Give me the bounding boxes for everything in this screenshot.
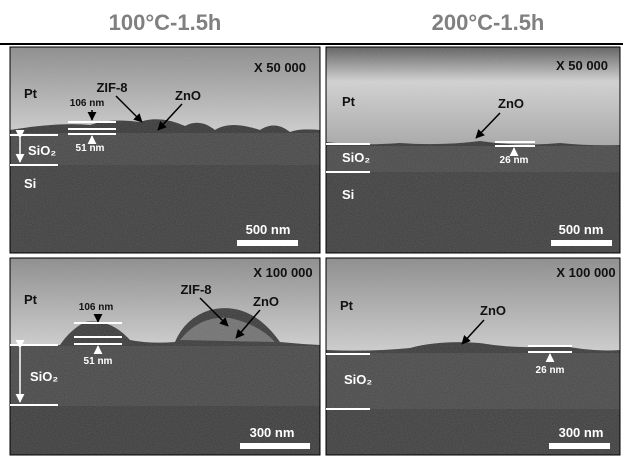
sem-panel: X 50 000 Pt ZIF-8 ZnO 106 nm 51 nm SiO₂ … bbox=[9, 46, 321, 254]
scale-bar-label: 500 nm bbox=[246, 222, 291, 237]
scale-bar-label: 500 nm bbox=[559, 222, 604, 237]
thickness-label: 26 nm bbox=[500, 155, 529, 166]
thickness-label: 26 nm bbox=[536, 365, 565, 376]
label-zif8: ZIF-8 bbox=[96, 80, 127, 95]
label-sio2: SiO₂ bbox=[28, 143, 56, 158]
label-pt: Pt bbox=[342, 94, 356, 109]
label-pt: Pt bbox=[340, 298, 354, 313]
magnification: X 100 000 bbox=[253, 265, 312, 280]
label-zno: ZnO bbox=[253, 294, 279, 309]
thickness-label: 51 nm bbox=[76, 143, 105, 154]
label-zno: ZnO bbox=[480, 303, 506, 318]
label-si: Si bbox=[342, 187, 354, 202]
sem-panel: X 50 000 Pt ZnO 26 nm SiO₂ Si 500 nm bbox=[325, 46, 621, 254]
scale-bar-label: 300 nm bbox=[250, 425, 295, 440]
thickness-label: 106 nm bbox=[70, 98, 105, 109]
sem-panel: X 100 000 Pt ZnO 26 nm SiO₂ 300 nm bbox=[325, 257, 621, 456]
label-pt: Pt bbox=[24, 292, 38, 307]
column-title: 200°C-1.5h bbox=[432, 10, 545, 35]
magnification: X 50 000 bbox=[556, 58, 608, 73]
magnification: X 50 000 bbox=[254, 60, 306, 75]
thickness-label: 106 nm bbox=[79, 302, 114, 313]
label-zno: ZnO bbox=[175, 88, 201, 103]
magnification: X 100 000 bbox=[556, 265, 615, 280]
column-title: 100°C-1.5h bbox=[109, 10, 222, 35]
thickness-label: 51 nm bbox=[84, 356, 113, 367]
label-si: Si bbox=[24, 176, 36, 191]
sem-panel: X 100 000 Pt 106 nm 51 nm ZIF-8 ZnO SiO₂… bbox=[9, 257, 321, 456]
label-zif8: ZIF-8 bbox=[180, 282, 211, 297]
scale-bar-label: 300 nm bbox=[559, 425, 604, 440]
label-zno: ZnO bbox=[498, 96, 524, 111]
label-sio2: SiO₂ bbox=[342, 150, 370, 165]
label-sio2: SiO₂ bbox=[30, 369, 58, 384]
label-pt: Pt bbox=[24, 86, 38, 101]
label-sio2: SiO₂ bbox=[344, 372, 372, 387]
